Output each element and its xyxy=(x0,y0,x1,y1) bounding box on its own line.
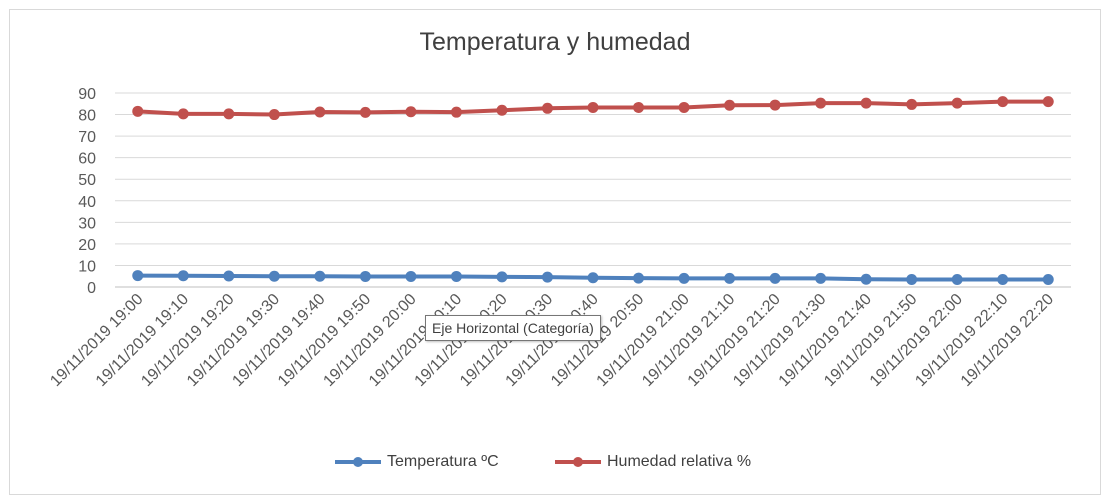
data-point[interactable] xyxy=(314,106,326,118)
data-point[interactable] xyxy=(769,272,781,284)
legend-marker-temperatura-icon xyxy=(335,457,381,467)
data-point[interactable] xyxy=(541,102,553,114)
legend-label-temperatura: Temperatura ºC xyxy=(387,453,499,470)
axis-tooltip: Eje Horizontal (Categoría) xyxy=(425,315,601,341)
data-point[interactable] xyxy=(268,109,280,121)
data-point[interactable] xyxy=(906,273,918,285)
data-point[interactable] xyxy=(769,99,781,111)
data-point[interactable] xyxy=(587,101,599,113)
data-point[interactable] xyxy=(678,101,690,113)
data-point[interactable] xyxy=(815,272,827,284)
data-point[interactable] xyxy=(1042,96,1054,108)
data-point[interactable] xyxy=(450,106,462,118)
gridlines xyxy=(115,92,1071,288)
data-point[interactable] xyxy=(951,273,963,285)
data-point[interactable] xyxy=(860,97,872,109)
y-axis-tick-labels: 0 10 20 30 40 50 60 70 80 90 xyxy=(78,86,96,297)
y-tick-label: 30 xyxy=(78,215,96,232)
data-point[interactable] xyxy=(860,273,872,285)
y-tick-label: 20 xyxy=(78,237,96,254)
data-point[interactable] xyxy=(906,98,918,110)
legend-label-humedad: Humedad relativa % xyxy=(607,453,752,470)
data-point[interactable] xyxy=(132,105,144,117)
data-point[interactable] xyxy=(1042,273,1054,285)
chart-frame[interactable] xyxy=(9,9,1101,495)
data-point[interactable] xyxy=(177,108,189,120)
series-0[interactable] xyxy=(132,270,1054,285)
data-point[interactable] xyxy=(633,272,645,284)
y-tick-label: 10 xyxy=(78,258,96,275)
data-point[interactable] xyxy=(496,271,508,283)
data-point[interactable] xyxy=(724,272,736,284)
data-point[interactable] xyxy=(496,104,508,116)
data-point[interactable] xyxy=(405,270,417,282)
data-point[interactable] xyxy=(223,270,235,282)
series-layer xyxy=(132,96,1054,285)
series-1[interactable] xyxy=(132,96,1054,121)
data-point[interactable] xyxy=(587,272,599,284)
data-point[interactable] xyxy=(359,106,371,118)
data-point[interactable] xyxy=(223,108,235,120)
data-point[interactable] xyxy=(951,97,963,109)
data-point[interactable] xyxy=(177,270,189,282)
y-tick-label: 80 xyxy=(78,108,96,125)
data-point[interactable] xyxy=(997,273,1009,285)
y-tick-label: 50 xyxy=(78,172,96,189)
data-point[interactable] xyxy=(359,270,371,282)
data-point[interactable] xyxy=(541,271,553,283)
y-tick-label: 70 xyxy=(78,129,96,146)
data-point[interactable] xyxy=(678,272,690,284)
legend-item-temperatura[interactable]: Temperatura ºC xyxy=(335,452,499,472)
data-point[interactable] xyxy=(132,270,144,282)
data-point[interactable] xyxy=(268,270,280,282)
y-tick-label: 60 xyxy=(78,151,96,168)
data-point[interactable] xyxy=(450,270,462,282)
chart-title[interactable]: Temperatura y humedad xyxy=(419,28,691,56)
y-tick-label: 0 xyxy=(87,280,96,297)
legend-marker-humedad-icon xyxy=(555,457,601,467)
data-point[interactable] xyxy=(724,99,736,111)
data-point[interactable] xyxy=(314,270,326,282)
data-point[interactable] xyxy=(633,101,645,113)
data-point[interactable] xyxy=(405,106,417,118)
data-point[interactable] xyxy=(997,96,1009,108)
legend-item-humedad[interactable]: Humedad relativa % xyxy=(555,452,751,472)
data-point[interactable] xyxy=(815,97,827,109)
y-tick-label: 90 xyxy=(78,86,96,103)
y-tick-label: 40 xyxy=(78,194,96,211)
